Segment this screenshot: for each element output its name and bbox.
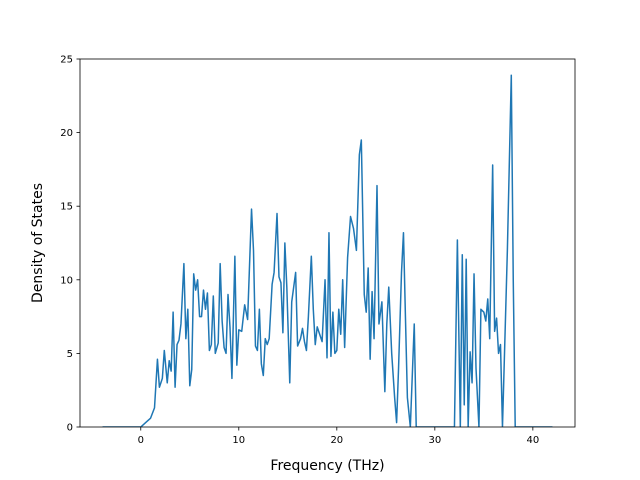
plot-frame xyxy=(79,58,576,428)
x-tick-label: 30 xyxy=(428,435,441,446)
x-tick-label: 20 xyxy=(330,435,343,446)
x-tick-label: 40 xyxy=(526,435,539,446)
y-tick-label: 25 xyxy=(60,55,73,66)
x-tick-label: 10 xyxy=(232,435,245,446)
y-tick-label: 15 xyxy=(60,202,73,213)
y-tick-label: 5 xyxy=(67,349,73,360)
y-tick-label: 0 xyxy=(67,423,73,434)
data-line xyxy=(102,74,553,427)
x-tick-label: 0 xyxy=(138,435,144,446)
y-tick-label: 20 xyxy=(60,128,73,139)
y-axis-label: Density of States xyxy=(30,183,46,303)
y-tick-label: 10 xyxy=(60,275,73,286)
x-axis-label: Frequency (THz) xyxy=(270,458,384,474)
